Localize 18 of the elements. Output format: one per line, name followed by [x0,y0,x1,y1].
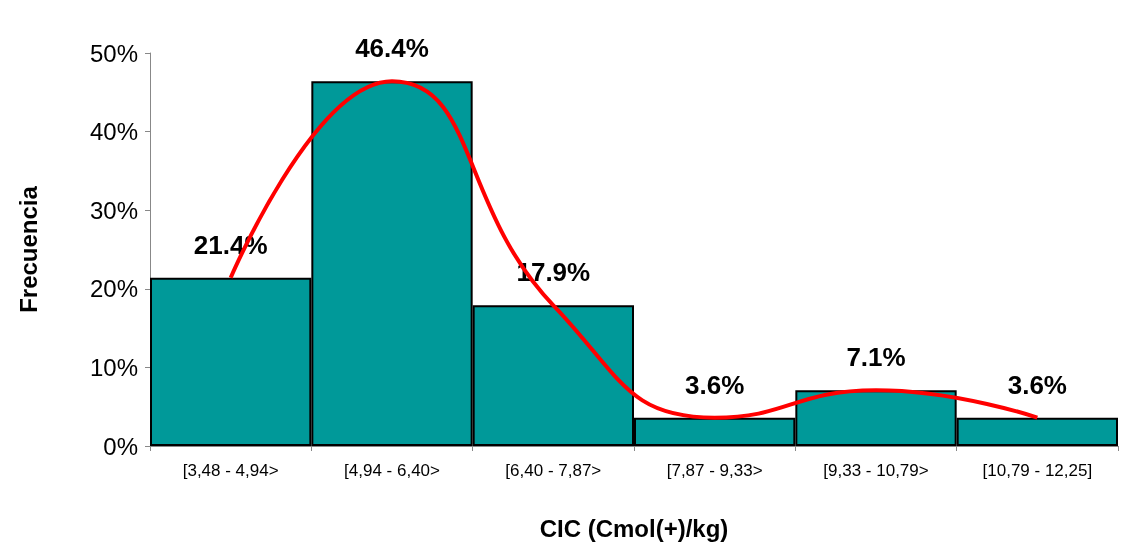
y-tick-label: 20% [89,275,138,303]
y-axis-title: Frecuencia [14,185,42,313]
x-tick-label: [6,40 - 7,87> [505,461,602,480]
data-label: 3.6% [1007,369,1067,400]
data-label: 7.1% [846,342,906,373]
x-tick-label: [3,48 - 4,94> [182,461,279,480]
data-label: 46.4% [355,33,429,64]
x-tick-label: [4,94 - 6,40> [344,461,441,480]
data-label: 3.6% [685,369,745,400]
y-tick-label: 50% [89,39,138,67]
x-tick-label: [9,33 - 10,79> [823,461,929,480]
x-tick-label: [10,79 - 12,25] [982,461,1093,480]
y-tick-label: 10% [89,353,138,381]
x-axis-title: CIC (Cmol(+)/kg) [539,514,729,542]
x-tick-label: [7,87 - 9,33> [666,461,763,480]
y-tick-label: 40% [89,118,138,146]
y-tick-label: 0% [103,432,138,460]
y-tick-label: 30% [89,196,138,224]
